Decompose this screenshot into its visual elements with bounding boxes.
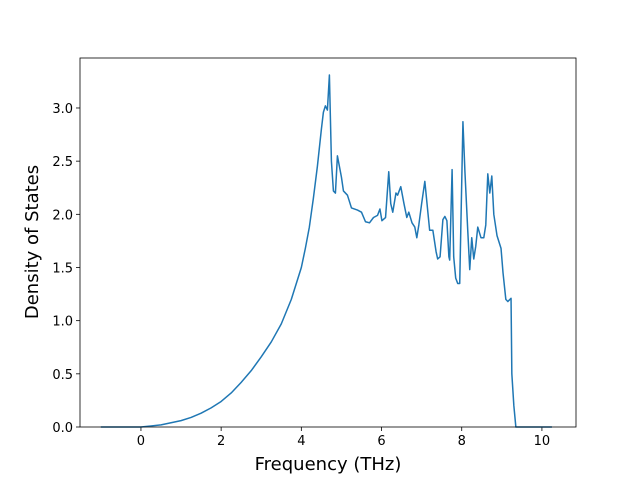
y-tick-label: 3.0 — [52, 102, 73, 117]
x-tick-label: 10 — [534, 434, 551, 449]
y-axis-label: Density of States — [22, 165, 43, 319]
y-tick-label: 0.0 — [52, 421, 73, 436]
y-tick-label: 0.5 — [52, 368, 73, 383]
y-tick-label: 2.0 — [52, 208, 73, 223]
x-tick-label: 6 — [377, 434, 385, 449]
plot-frame — [79, 57, 577, 428]
x-axis-label: Frequency (THz) — [255, 454, 402, 475]
x-tick-label: 8 — [458, 434, 466, 449]
x-tick-label: 4 — [297, 434, 305, 449]
line — [100, 74, 552, 428]
y-tick-label: 1.5 — [52, 261, 73, 276]
y-tick-label: 2.5 — [52, 155, 73, 170]
y-tick-label: 1.0 — [52, 315, 73, 330]
x-tick-label: 2 — [217, 434, 225, 449]
x-tick-label: 0 — [137, 434, 145, 449]
